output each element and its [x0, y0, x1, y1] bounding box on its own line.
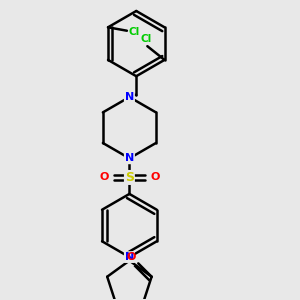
Text: Cl: Cl: [140, 34, 151, 44]
Text: O: O: [150, 172, 159, 182]
Text: Cl: Cl: [129, 27, 140, 37]
Text: S: S: [125, 171, 134, 184]
Text: N: N: [125, 92, 134, 102]
Text: O: O: [126, 252, 136, 262]
Text: O: O: [99, 172, 109, 182]
Text: N: N: [125, 153, 134, 163]
Text: N: N: [125, 252, 134, 262]
